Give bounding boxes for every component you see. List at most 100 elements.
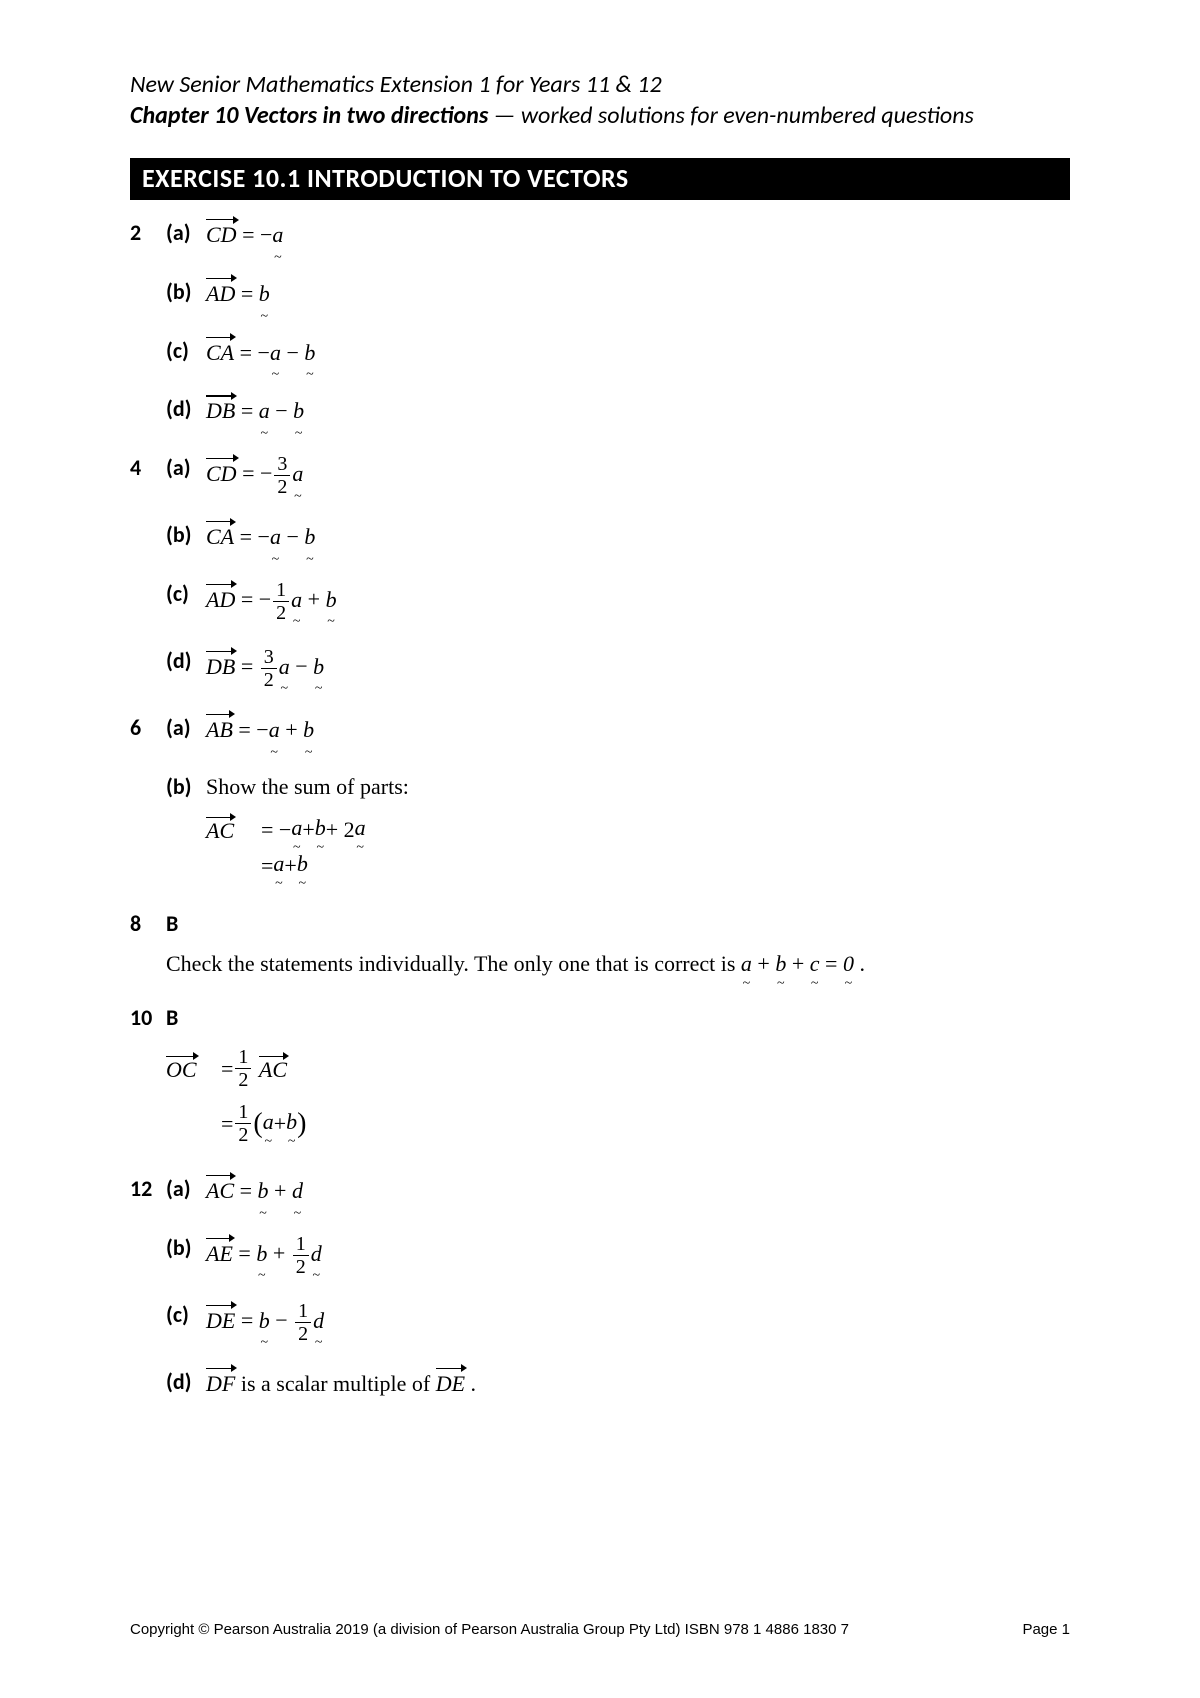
fraction: 12	[235, 1101, 251, 1146]
qnum: 2	[130, 218, 166, 249]
op: −	[270, 1308, 293, 1333]
var: a	[273, 851, 284, 881]
vector: CD	[206, 218, 237, 251]
page: New Senior Mathematics Extension 1 for Y…	[0, 0, 1200, 1698]
part-label: (d)	[166, 646, 206, 677]
chapter-line: Chapter 10 Vectors in two directions — w…	[130, 101, 1070, 130]
equation: CD = −32a	[206, 453, 1070, 498]
q6b-intro: (b) Show the sum of parts:	[130, 772, 1070, 803]
part-label: (b)	[166, 520, 206, 551]
part-label: (b)	[166, 277, 206, 308]
q4c: (c) AD = −12a + b	[130, 579, 1070, 624]
vector: AD	[206, 277, 235, 310]
var: a	[292, 459, 303, 494]
fraction: 12	[235, 1046, 251, 1091]
q8-note: Check the statements individually. The o…	[166, 951, 1070, 981]
var: a	[272, 220, 283, 255]
part-label: (d)	[166, 1367, 206, 1398]
qnum: 10	[130, 1003, 166, 1034]
equation: CD = −a	[206, 218, 1070, 255]
q2b: (b) AD = b	[130, 277, 1070, 314]
op: −	[290, 654, 313, 679]
vector: AB	[206, 713, 233, 746]
op: +	[280, 717, 303, 742]
qnum: 12	[130, 1174, 166, 1205]
var: b	[775, 951, 786, 981]
op: = −	[234, 524, 270, 549]
text: .	[465, 1371, 476, 1396]
var: 0	[843, 951, 854, 981]
var: c	[810, 951, 820, 981]
op: −	[281, 524, 304, 549]
text: .	[854, 951, 865, 976]
part-label: (a)	[166, 218, 206, 249]
var: a	[291, 585, 302, 620]
q2c: (c) CA = −a − b	[130, 336, 1070, 373]
footer: Copyright © Pearson Australia 2019 (a di…	[130, 1621, 1070, 1638]
qnum: 8	[130, 909, 166, 940]
op: −	[270, 398, 293, 423]
op: =	[235, 1308, 258, 1333]
q12b: (b) AE = b + 12d	[130, 1233, 1070, 1278]
var: b	[259, 279, 270, 314]
vector: AD	[206, 583, 235, 616]
op: +	[302, 817, 314, 843]
part-label: (b)	[166, 772, 206, 803]
var: b	[259, 1306, 270, 1341]
op: =	[235, 654, 258, 679]
q4d: (d) DB = 32a − b	[130, 646, 1070, 691]
q10: 10 B	[130, 1003, 1070, 1034]
q6b-work: AC = −a + b + 2a = a + b	[206, 815, 1070, 881]
part-label: (a)	[166, 1174, 206, 1205]
q2a: 2 (a) CD = −a	[130, 218, 1070, 255]
op: +	[269, 1178, 292, 1203]
copyright: Copyright © Pearson Australia 2019 (a di…	[130, 1621, 849, 1638]
equation: DB = a − b	[206, 394, 1070, 431]
vector: DE	[206, 1304, 235, 1337]
equation: AD = b	[206, 277, 1070, 314]
var: b	[304, 522, 315, 557]
var: b	[286, 1109, 297, 1139]
equation: DB = 32a − b	[206, 646, 1070, 691]
var: a	[741, 951, 752, 981]
book-title: New Senior Mathematics Extension 1 for Y…	[130, 70, 1070, 99]
op: = −	[233, 717, 269, 742]
op: =	[235, 281, 258, 306]
op: = −	[261, 817, 291, 843]
q6a: 6 (a) AB = −a + b	[130, 713, 1070, 750]
var: b	[297, 851, 308, 881]
var: b	[315, 815, 326, 845]
op: +	[284, 853, 296, 879]
op: =	[235, 398, 258, 423]
qnum: 4	[130, 453, 166, 484]
vector: AC	[206, 1174, 234, 1207]
op: +	[752, 951, 775, 976]
op: =	[233, 1241, 256, 1266]
part-label: (c)	[166, 1300, 206, 1331]
part-label: (a)	[166, 713, 206, 744]
var: b	[303, 715, 314, 750]
op: +	[786, 951, 809, 976]
q2d: (d) DB = a − b	[130, 394, 1070, 431]
equation: AC = b + d	[206, 1174, 1070, 1211]
qnum: 6	[130, 713, 166, 744]
var: d	[313, 1306, 324, 1341]
part-label: (c)	[166, 579, 206, 610]
page-number: Page 1	[1022, 1621, 1070, 1638]
equation: CA = −a − b	[206, 336, 1070, 373]
fraction: 32	[274, 453, 290, 498]
vector: AC	[259, 1055, 287, 1083]
answer: B	[166, 909, 206, 940]
var: b	[256, 1239, 267, 1274]
op: =	[221, 1056, 233, 1082]
fraction: 12	[295, 1300, 311, 1345]
text: is a scalar multiple of	[235, 1371, 435, 1396]
q12d: (d) DF is a scalar multiple of DE .	[130, 1367, 1070, 1400]
var: a	[263, 1109, 274, 1139]
var: b	[304, 338, 315, 373]
op: =	[221, 1111, 233, 1137]
op: = −	[237, 461, 273, 486]
var: a	[279, 652, 290, 687]
fraction: 32	[261, 646, 277, 691]
op: + 2	[326, 817, 355, 843]
